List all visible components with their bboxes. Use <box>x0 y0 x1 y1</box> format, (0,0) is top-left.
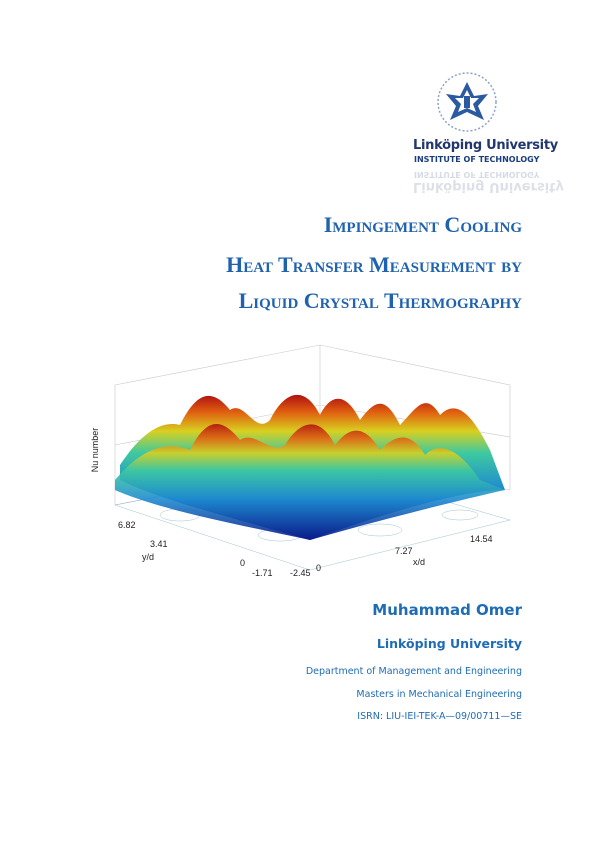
logo-name: Linköping University <box>413 138 558 153</box>
tick-label: 14.54 <box>470 534 493 544</box>
logo-subtitle: INSTITUTE OF TECHNOLOGY <box>414 155 540 164</box>
tick-label: 0 <box>316 563 321 573</box>
author-isrn: ISRN: LIU-IEI-TEK-A—09/00711—SE <box>357 711 522 722</box>
author-name: Muhammad Omer <box>372 601 522 619</box>
logo-reflection: Linköping University <box>413 179 564 194</box>
author-department: Department of Management and Engineering <box>305 666 522 677</box>
author-program: Masters in Mechanical Engineering <box>356 689 522 700</box>
axis-label: x/d <box>413 557 425 567</box>
axis-label: y/d <box>142 552 154 562</box>
title-line: Liquid Crystal Thermography <box>238 288 522 313</box>
author-university: Linköping University <box>376 636 522 651</box>
surface-front <box>115 423 505 540</box>
surface-figure: Nu number 6.82 3.41 y/d 0 -1.71 -2.45 0 … <box>90 344 511 578</box>
title-line: Impingement Cooling <box>323 212 522 237</box>
axis-label: Nu number <box>90 428 100 473</box>
logo-reflection: INSTITUTE OF TECHNOLOGY <box>414 170 540 179</box>
tick-label: 7.27 <box>395 546 413 556</box>
tick-label: 0 <box>240 558 245 568</box>
tick-label: 6.82 <box>118 520 136 530</box>
title-line: Heat Transfer Measurement by <box>226 252 522 277</box>
tick-label: -1.71 <box>252 568 273 578</box>
tick-label: -2.45 <box>290 568 311 578</box>
logo-emblem <box>437 72 497 132</box>
tick-label: 3.41 <box>150 539 168 549</box>
